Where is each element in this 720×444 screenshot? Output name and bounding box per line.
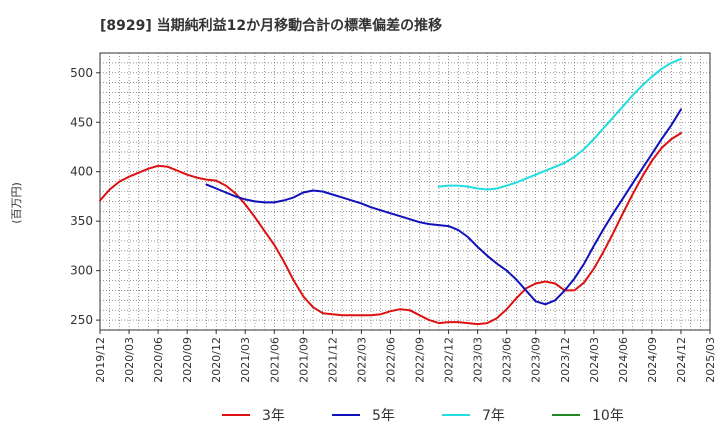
x-tick-label: 2020/12 bbox=[210, 337, 223, 383]
series-lines bbox=[99, 57, 682, 326]
x-tick-label: 2021/06 bbox=[268, 337, 281, 383]
y-axis-label: (百万円) bbox=[10, 182, 23, 224]
legend-label-3年: 3年 bbox=[262, 408, 285, 424]
x-tick-label: 2022/03 bbox=[355, 337, 368, 383]
x-tick-label: 2020/09 bbox=[181, 337, 194, 383]
y-tick-label: 300 bbox=[70, 264, 93, 278]
x-tick-label: 2021/12 bbox=[326, 337, 339, 383]
x-tick-label: 2023/12 bbox=[559, 337, 572, 383]
y-tick-label: 500 bbox=[70, 66, 93, 80]
series-line-5年 bbox=[205, 108, 682, 306]
x-tick-label: 2020/06 bbox=[152, 337, 165, 383]
x-tick-label: 2019/12 bbox=[94, 337, 107, 383]
legend-label-7年: 7年 bbox=[482, 408, 505, 424]
y-tick-label: 400 bbox=[70, 165, 93, 179]
chart-title: [8929] 当期純利益12か月移動合計の標準偏差の推移 bbox=[100, 17, 442, 34]
y-tick-label: 450 bbox=[70, 115, 93, 129]
x-axis-ticks: 2019/12 2020/03 2020/06 2020/09 2020/12 2021/… bbox=[94, 330, 717, 383]
x-tick-label: 2022/12 bbox=[443, 337, 456, 383]
y-tick-label: 350 bbox=[70, 214, 93, 228]
x-tick-label: 2020/03 bbox=[123, 337, 136, 383]
x-tick-label: 2023/03 bbox=[472, 337, 485, 383]
x-tick-label: 2022/09 bbox=[414, 337, 427, 383]
y-tick-label: 250 bbox=[70, 313, 93, 327]
legend-label-10年: 10年 bbox=[592, 408, 624, 424]
x-tick-label: 2022/06 bbox=[384, 337, 397, 383]
y-axis-ticks: 250 300 350 400 450 500 bbox=[70, 66, 100, 327]
x-tick-label: 2024/12 bbox=[675, 337, 688, 383]
x-tick-label: 2023/06 bbox=[501, 337, 514, 383]
legend: 3年 5年 7年 10年 bbox=[222, 408, 624, 424]
x-tick-label: 2024/03 bbox=[588, 337, 601, 383]
grid-lines bbox=[100, 53, 710, 330]
series-line-7年 bbox=[437, 57, 682, 191]
series-line-3年 bbox=[99, 132, 682, 326]
x-tick-label: 2021/03 bbox=[239, 337, 252, 383]
x-tick-label: 2025/03 bbox=[704, 337, 717, 383]
legend-label-5年: 5年 bbox=[372, 408, 395, 424]
x-tick-label: 2024/09 bbox=[646, 337, 659, 383]
plot-area bbox=[99, 52, 711, 331]
x-tick-label: 2024/06 bbox=[617, 337, 630, 383]
x-tick-label: 2021/09 bbox=[297, 337, 310, 383]
x-tick-label: 2023/09 bbox=[530, 337, 543, 383]
